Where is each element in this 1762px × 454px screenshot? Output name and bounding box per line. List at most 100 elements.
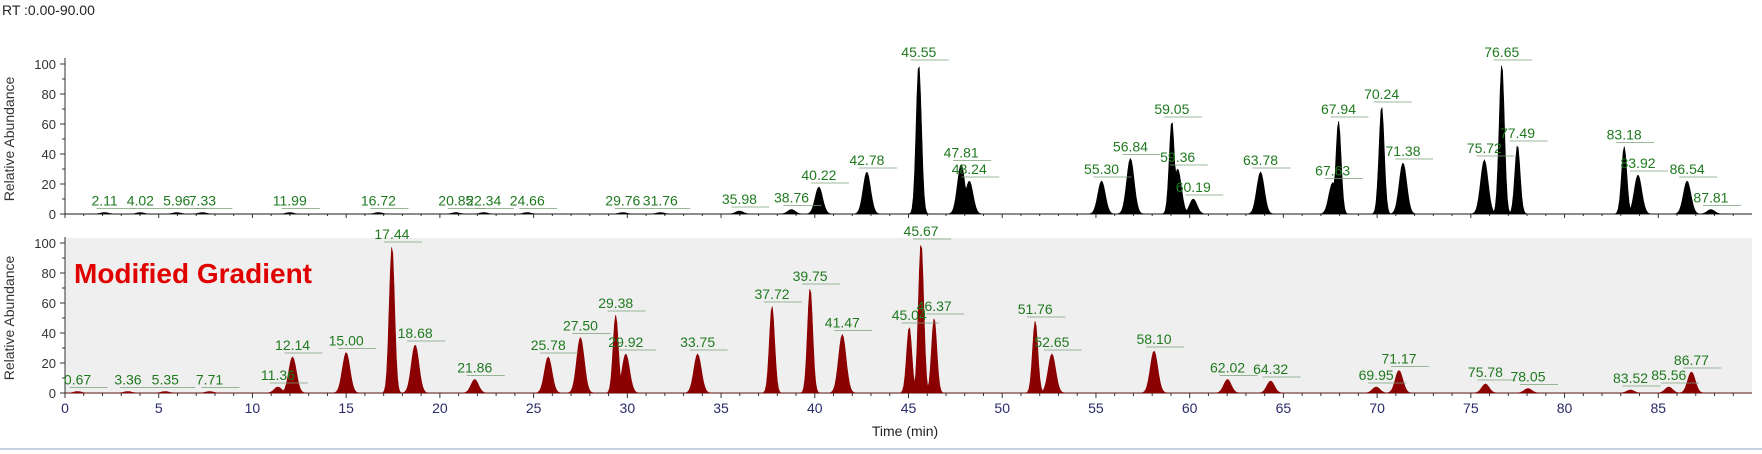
- peak-label: 29.38: [598, 295, 633, 311]
- y-tick-label: 20: [42, 356, 56, 371]
- peak-label: 48.24: [952, 161, 987, 177]
- peak-label: 75.78: [1468, 364, 1503, 380]
- peak-label: 85.56: [1651, 367, 1686, 383]
- peak-label: 4.02: [127, 193, 154, 209]
- x-axis-title: Time (min): [872, 423, 938, 439]
- peak-label: 22.34: [466, 193, 501, 209]
- x-tick-label: 85: [1650, 400, 1666, 416]
- chromatogram-trace: [65, 65, 1752, 215]
- x-tick-label: 30: [620, 400, 636, 416]
- y-tick-label: 0: [49, 207, 56, 222]
- peak-label: 11.36: [261, 367, 295, 383]
- peak-label: 51.76: [1018, 301, 1053, 317]
- x-tick-label: 15: [338, 400, 354, 416]
- y-tick-label: 80: [42, 87, 56, 102]
- top-panel-background: [0, 22, 1762, 217]
- peak-label: 35.98: [722, 191, 757, 207]
- x-tick-label: 50: [994, 400, 1010, 416]
- peak-label: 47.81: [944, 145, 979, 161]
- x-tick-label: 20: [432, 400, 448, 416]
- x-tick-label: 75: [1463, 400, 1479, 416]
- peak-label: 41.47: [825, 315, 860, 331]
- y-tick-label: 100: [34, 57, 56, 72]
- peak-label: 21.86: [457, 360, 492, 376]
- x-tick-label: 60: [1182, 400, 1198, 416]
- peak-label: 64.32: [1253, 361, 1288, 377]
- peak-label: 42.78: [849, 152, 884, 168]
- peak-label: 55.30: [1084, 161, 1119, 177]
- y-tick-label: 60: [42, 296, 56, 311]
- peak-label: 77.49: [1500, 125, 1535, 141]
- peak-label: 11.99: [273, 193, 307, 209]
- peak-label: 27.50: [563, 318, 598, 334]
- peak-label: 20.85: [438, 193, 473, 209]
- peak-label: 59.36: [1160, 149, 1195, 165]
- x-tick-label: 80: [1557, 400, 1573, 416]
- bottom-chromatogram-panel: 0 20 40 60 80 100 Relative Abundance 0 5 10 15 20 25…: [1, 223, 1752, 416]
- peak-label: 40.22: [801, 167, 836, 183]
- peak-label: 67.94: [1321, 101, 1356, 117]
- peak-label: 60.19: [1176, 179, 1211, 195]
- peak-label: 58.10: [1137, 331, 1172, 347]
- peak-label: 15.00: [329, 333, 364, 349]
- peak-label: 56.84: [1113, 139, 1148, 155]
- peak-label: 87.81: [1693, 190, 1728, 206]
- peak-label: 83.18: [1607, 127, 1642, 143]
- peak-label: 45.55: [901, 44, 936, 60]
- peak-label: 5.35: [152, 372, 179, 388]
- peak-label: 78.05: [1510, 369, 1545, 385]
- peak-label: 12.14: [275, 337, 310, 353]
- y-tick-label: 40: [42, 147, 56, 162]
- y-axis-title: Relative Abundance: [1, 256, 17, 381]
- peak-label: 17.44: [374, 226, 409, 242]
- y-tick-label: 100: [34, 236, 56, 251]
- peak-label: 37.72: [755, 286, 790, 302]
- peak-label: 25.78: [531, 337, 566, 353]
- peak-label: 7.33: [189, 193, 216, 209]
- peak-label: 7.71: [196, 372, 223, 388]
- peak-label: 45.67: [904, 223, 939, 239]
- peak-label: 67.63: [1315, 163, 1350, 179]
- x-tick-label: 55: [1088, 400, 1104, 416]
- y-tick-label: 0: [49, 386, 56, 401]
- peak-label: 63.78: [1243, 152, 1278, 168]
- y-tick-label: 20: [42, 177, 56, 192]
- y-tick-label: 40: [42, 326, 56, 341]
- x-tick-label: 70: [1369, 400, 1385, 416]
- y-axis-title: Relative Abundance: [1, 77, 17, 202]
- peak-label: 31.76: [643, 193, 678, 209]
- x-tick-label: 45: [901, 400, 917, 416]
- x-tick-label: 25: [526, 400, 542, 416]
- peak-label: 33.75: [680, 334, 715, 350]
- peak-label: 71.38: [1385, 143, 1420, 159]
- peak-label: 69.95: [1359, 367, 1394, 383]
- y-tick-label: 60: [42, 117, 56, 132]
- peak-label: 52.65: [1034, 334, 1069, 350]
- peak-label: 62.02: [1210, 360, 1245, 376]
- y-tick-label: 80: [42, 266, 56, 281]
- peak-label: 71.17: [1382, 351, 1417, 367]
- x-tick-label: 35: [713, 400, 729, 416]
- peak-label: 2.11: [91, 193, 117, 209]
- peak-label: 46.37: [917, 298, 952, 314]
- x-tick-label: 40: [807, 400, 823, 416]
- peak-label: 29.76: [605, 193, 640, 209]
- peak-label: 18.68: [398, 325, 433, 341]
- x-tick-label: 10: [245, 400, 261, 416]
- peak-label: 59.05: [1154, 101, 1189, 117]
- peak-label: 86.54: [1670, 161, 1705, 177]
- peak-label: 75.72: [1467, 140, 1502, 156]
- x-tick-label: 5: [155, 400, 163, 416]
- peak-label: 38.76: [774, 190, 809, 206]
- x-tick-label: 0: [61, 400, 69, 416]
- peak-label: 83.92: [1621, 155, 1656, 171]
- peak-label: 76.65: [1484, 44, 1519, 60]
- peak-label: 24.66: [510, 193, 545, 209]
- peak-label: 86.77: [1674, 352, 1709, 368]
- peak-label: 45.04: [892, 307, 927, 323]
- modified-gradient-annotation: Modified Gradient: [74, 258, 312, 289]
- peak-label: 16.72: [361, 193, 396, 209]
- peak-label: 70.24: [1364, 86, 1399, 102]
- chromatogram-trace: [65, 244, 1752, 394]
